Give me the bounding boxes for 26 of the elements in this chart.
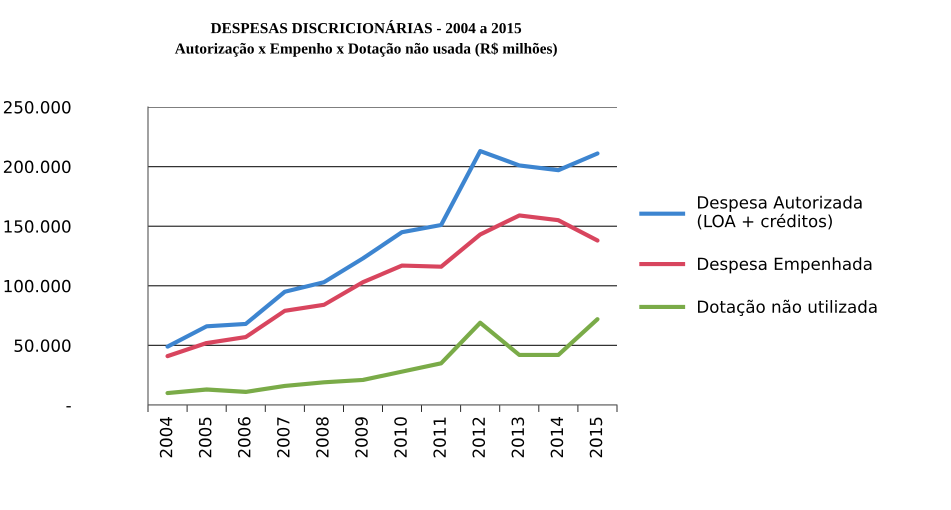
x-tick-label: 2007 <box>277 418 290 458</box>
chart-subtitle: Autorização x Empenho x Dotação não usada (R$ milhões) <box>174 42 557 57</box>
legend-label: Dotação não utilizada <box>698 300 877 316</box>
x-tick-label: 2008 <box>316 417 329 458</box>
y-tick-label: 250.000 <box>4 100 71 114</box>
line-series <box>165 149 600 349</box>
chart-title: DESPESAS DISCRICIONÁRIAS - 2004 a 2015 <box>210 20 522 34</box>
y-tick-label: 200.000 <box>4 160 71 174</box>
x-tick-label: 2012 <box>472 418 486 458</box>
legend-label: Despesa Autorizada (LOA + créditos) <box>698 196 862 230</box>
x-tick-label: 2010 <box>394 417 407 458</box>
y-tick-label: 50.000 <box>14 339 71 352</box>
y-tick-label: 150.000 <box>4 220 71 233</box>
x-tick-label: 2005 <box>198 418 212 458</box>
y-tick-label: - <box>66 406 71 408</box>
legend-label: Despesa Empenhada <box>698 257 872 274</box>
y-tick-label: 100.000 <box>4 280 71 292</box>
x-tick-label: 2004 <box>160 417 172 458</box>
x-tick-label: 2013 <box>512 417 524 458</box>
x-tick-label: 2006 <box>238 417 251 458</box>
x-tick-label: 2014 <box>550 417 564 458</box>
x-tick-label: 2015 <box>590 418 602 458</box>
line-series <box>165 213 600 358</box>
x-tick-label: 2011 <box>433 418 446 458</box>
line-series <box>165 317 600 396</box>
x-tick-label: 2009 <box>355 417 368 458</box>
